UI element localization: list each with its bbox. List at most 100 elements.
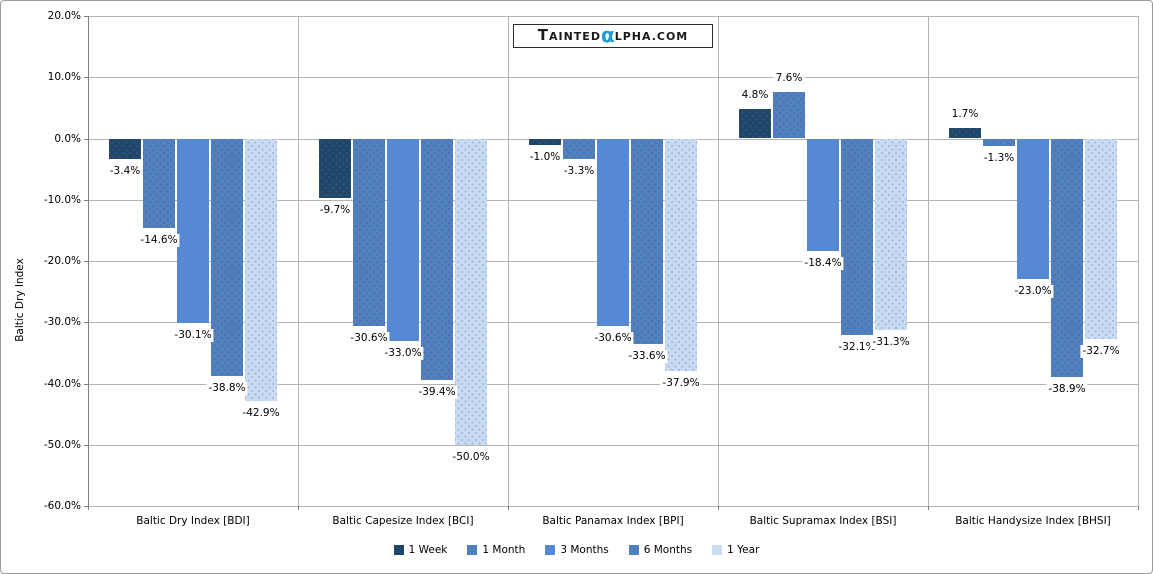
bar-value-label: -3.3% — [561, 164, 597, 178]
legend-label: 3 Months — [560, 544, 609, 556]
y-axis-tick — [84, 506, 88, 507]
bar — [665, 138, 697, 371]
site-logo: TAINTEDαLPHA.COM — [513, 24, 713, 48]
bar — [563, 138, 595, 159]
bar-value-label: -31.3% — [870, 336, 912, 350]
logo-tainted: AINTED — [548, 30, 601, 43]
legend-label: 1 Year — [727, 544, 760, 556]
bar-value-label: -1.0% — [527, 150, 563, 164]
bar — [841, 138, 873, 336]
bar-value-label: -50.0% — [450, 450, 492, 464]
y-tick-label: -60.0% — [43, 500, 81, 512]
category-separator — [1138, 16, 1139, 506]
category-label: Baltic Panamax Index [BPI] — [542, 515, 684, 527]
bar — [177, 138, 209, 323]
y-axis-tick — [84, 322, 88, 324]
bar-value-label: 1.7% — [949, 108, 981, 122]
bar-value-label: -33.6% — [626, 350, 668, 364]
bar-value-label: -30.6% — [348, 331, 390, 345]
bar — [1085, 138, 1117, 339]
y-tick-label: -50.0% — [43, 438, 81, 451]
category-label: Baltic Capesize Index [BCI] — [332, 515, 474, 527]
bar — [739, 109, 771, 139]
bar-value-label: -30.6% — [592, 331, 634, 345]
bar-value-label: -18.4% — [802, 257, 844, 271]
legend-swatch — [628, 545, 639, 555]
bar — [143, 138, 175, 228]
legend-label: 1 Month — [482, 544, 526, 556]
y-tick-label: -30.0% — [43, 316, 81, 329]
bar — [1051, 138, 1083, 377]
legend-item: 1 Month — [467, 544, 525, 556]
bar — [631, 138, 663, 345]
legend-label: 6 Months — [643, 544, 693, 556]
y-axis-tick — [84, 77, 88, 79]
legend-label: 1 Week — [408, 544, 448, 556]
bar-value-label: -32.7% — [1080, 344, 1122, 358]
legend-swatch — [712, 545, 723, 555]
chart-legend: 1 Week 1 Month 3 Months 6 Months 1 Year — [1, 544, 1152, 556]
bar — [807, 138, 839, 252]
bar — [1017, 138, 1049, 280]
y-tick-label: 0.0% — [54, 132, 81, 145]
legend-item: 1 Week — [393, 544, 448, 556]
category-label: Baltic Handysize Index [BHSI] — [955, 515, 1111, 527]
x-axis-tick — [508, 506, 509, 510]
bar-value-label: -3.4% — [107, 165, 143, 179]
bar — [353, 138, 385, 326]
bar — [387, 138, 419, 341]
gridline-horizontal — [88, 506, 1138, 507]
x-axis-tick — [1138, 506, 1139, 510]
bar-value-label: -37.9% — [660, 376, 702, 390]
legend-swatch — [467, 545, 478, 555]
gridline-horizontal — [88, 16, 1138, 17]
legend-swatch — [393, 545, 404, 555]
bar — [949, 128, 981, 139]
y-axis-tick — [84, 383, 88, 385]
bar — [211, 138, 243, 377]
bar-value-label: -42.9% — [240, 407, 282, 421]
alpha-glyph: α — [600, 23, 615, 47]
bar-value-label: -30.1% — [172, 328, 214, 342]
x-axis-tick — [718, 506, 719, 510]
bar — [983, 138, 1015, 147]
bar — [529, 138, 561, 145]
category-separator — [718, 16, 719, 506]
bar — [245, 138, 277, 402]
bar — [109, 138, 141, 160]
bar-value-label: -9.7% — [317, 203, 353, 217]
bar — [319, 138, 351, 198]
bar — [421, 138, 453, 380]
y-axis-tick — [84, 138, 88, 140]
bar-value-label: -39.4% — [416, 385, 458, 399]
bar-value-label: -38.9% — [1046, 382, 1088, 396]
bar-value-label: -38.8% — [206, 382, 248, 396]
y-tick-label: 20.0% — [47, 10, 81, 22]
category-label: Baltic Dry Index [BDI] — [136, 515, 250, 527]
gridline-horizontal — [88, 444, 1138, 446]
category-separator — [928, 16, 929, 506]
y-axis-tick — [84, 444, 88, 446]
bar — [773, 91, 805, 139]
logo-letter-t: T — [537, 26, 549, 44]
y-axis-tick — [84, 199, 88, 201]
gridline-horizontal — [88, 383, 1138, 385]
bar — [455, 138, 487, 445]
legend-item: 1 Year — [712, 544, 759, 556]
bar — [875, 138, 907, 331]
bar-value-label: -32.1% — [836, 341, 878, 355]
bar-value-label: 4.8% — [739, 89, 771, 103]
category-label: Baltic Supramax Index [BSI] — [749, 515, 897, 527]
legend-swatch — [545, 545, 556, 555]
category-separator — [508, 16, 509, 506]
y-axis-tick — [84, 16, 88, 17]
bar-value-label: -1.3% — [981, 152, 1017, 166]
bar-value-label: -33.0% — [382, 346, 424, 360]
x-axis-tick — [298, 506, 299, 510]
y-tick-label: 10.0% — [47, 71, 81, 84]
logo-text: TAINTEDαLPHA.COM — [538, 25, 689, 47]
legend-item: 6 Months — [628, 544, 693, 556]
legend-item: 3 Months — [545, 544, 609, 556]
y-axis-tick — [84, 261, 88, 262]
x-axis-tick — [928, 506, 929, 510]
